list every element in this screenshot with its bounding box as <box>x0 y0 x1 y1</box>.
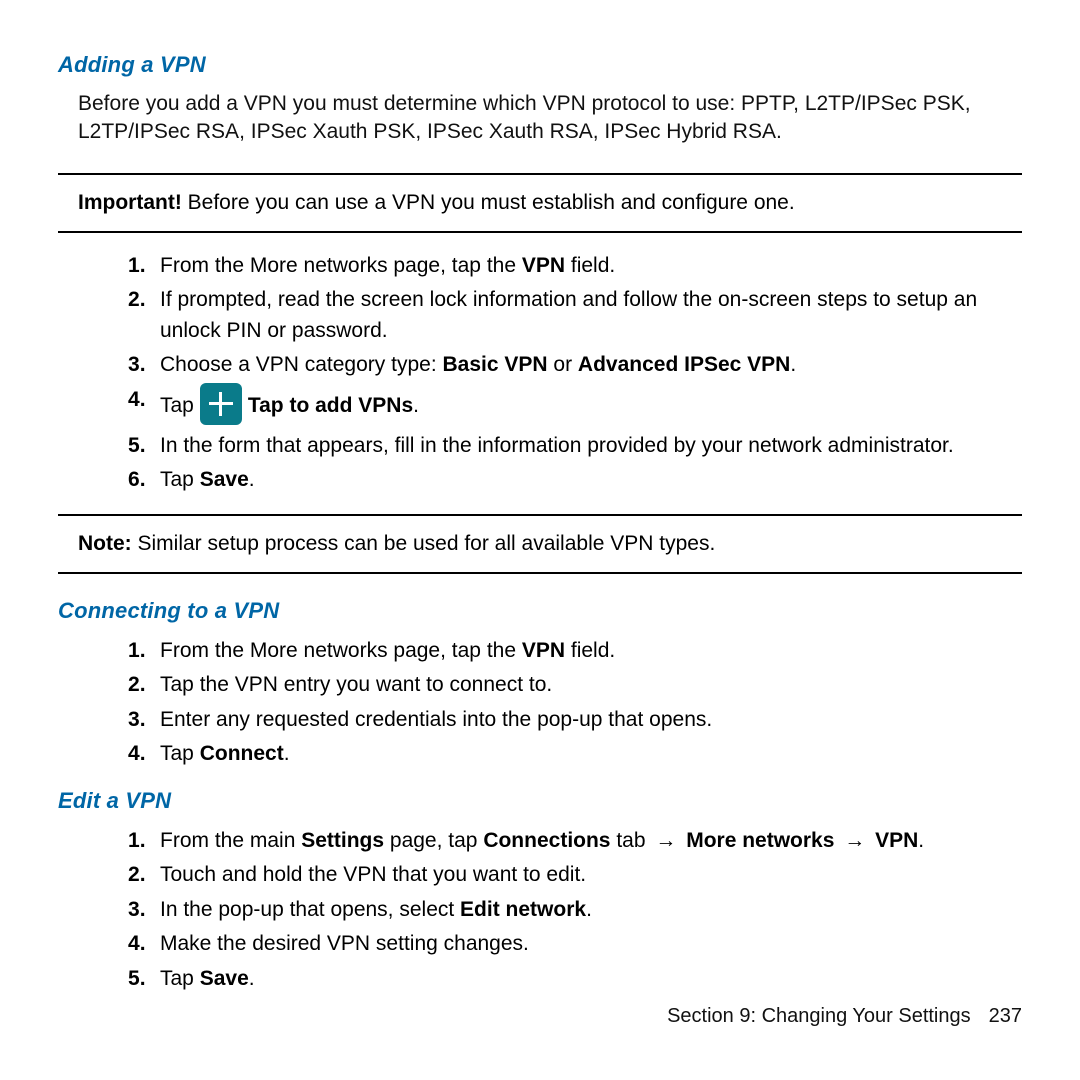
heading-connecting-vpn: Connecting to a VPN <box>58 598 1022 624</box>
text-fragment: VPN <box>522 639 565 662</box>
important-text: Before you can use a VPN you must establ… <box>182 191 795 214</box>
text-fragment: From the More networks page, tap the <box>160 639 522 662</box>
connecting-step-3: Enter any requested credentials into the… <box>128 705 1022 735</box>
page-footer: Section 9: Changing Your Settings 237 <box>667 1005 1022 1028</box>
note-label: Note: <box>78 532 132 555</box>
text-fragment: Connect <box>200 742 284 765</box>
arrow-icon: → <box>651 829 680 852</box>
text-fragment: Tap <box>160 967 200 990</box>
text-fragment: Tap <box>160 742 200 765</box>
plus-icon <box>200 383 242 425</box>
adding-steps-list: From the More networks page, tap the VPN… <box>58 251 1022 496</box>
edit-step-1: From the main Settings page, tap Connect… <box>128 826 1022 856</box>
footer-section: Section 9: Changing Your Settings <box>667 1005 971 1027</box>
text-fragment: From the main <box>160 829 301 852</box>
important-label: Important! <box>78 191 182 214</box>
text-fragment: From the More networks page, tap the <box>160 254 522 277</box>
text-fragment: page, tap <box>384 829 483 852</box>
text-fragment: Edit network <box>460 898 586 921</box>
text-fragment: Connections <box>483 829 610 852</box>
heading-adding-vpn: Adding a VPN <box>58 52 1022 78</box>
edit-steps-list: From the main Settings page, tap Connect… <box>58 826 1022 994</box>
adding-step-1: From the More networks page, tap the VPN… <box>128 251 1022 281</box>
edit-step-2: Touch and hold the VPN that you want to … <box>128 860 1022 890</box>
text-fragment: VPN <box>875 829 918 852</box>
text-fragment: . <box>249 967 255 990</box>
text-fragment: tab <box>610 829 651 852</box>
adding-step-3: Choose a VPN category type: Basic VPN or… <box>128 350 1022 380</box>
important-callout: Important! Before you can use a VPN you … <box>58 173 1022 233</box>
edit-step-3: In the pop-up that opens, select Edit ne… <box>128 895 1022 925</box>
text-fragment: Tap <box>160 391 194 421</box>
footer-page-number: 237 <box>989 1005 1022 1027</box>
text-fragment: . <box>249 468 255 491</box>
text-fragment: More networks <box>686 829 834 852</box>
text-fragment: . <box>284 742 290 765</box>
text-fragment: Basic VPN <box>443 353 548 376</box>
text-fragment: field. <box>565 639 615 662</box>
text-fragment: Advanced IPSec VPN <box>578 353 790 376</box>
adding-intro-text: Before you add a VPN you must determine … <box>78 90 1022 147</box>
text-fragment: In the pop-up that opens, select <box>160 898 460 921</box>
connecting-step-1: From the More networks page, tap the VPN… <box>128 636 1022 666</box>
text-fragment: Tap <box>160 468 200 491</box>
text-fragment: Choose a VPN category type: <box>160 353 443 376</box>
text-fragment: . <box>586 898 592 921</box>
edit-step-5: Tap Save. <box>128 964 1022 994</box>
adding-step-6: Tap Save. <box>128 465 1022 495</box>
heading-edit-vpn: Edit a VPN <box>58 788 1022 814</box>
text-fragment: Settings <box>301 829 384 852</box>
text-fragment: or <box>548 353 578 376</box>
text-fragment: . <box>918 829 924 852</box>
connecting-steps-list: From the More networks page, tap the VPN… <box>58 636 1022 770</box>
text-fragment: Save <box>200 967 249 990</box>
connecting-step-4: Tap Connect. <box>128 739 1022 769</box>
adding-step-4: Tap Tap to add VPNs. <box>128 385 1022 427</box>
text-fragment: Save <box>200 468 249 491</box>
tap-to-add-label: Tap to add VPNs <box>248 391 413 421</box>
adding-step-5: In the form that appears, fill in the in… <box>128 431 1022 461</box>
note-callout: Note: Similar setup process can be used … <box>58 514 1022 574</box>
adding-step-2: If prompted, read the screen lock inform… <box>128 285 1022 346</box>
text-fragment: field. <box>565 254 615 277</box>
manual-page: Adding a VPN Before you add a VPN you mu… <box>0 0 1080 1080</box>
connecting-step-2: Tap the VPN entry you want to connect to… <box>128 670 1022 700</box>
text-fragment: VPN <box>522 254 565 277</box>
arrow-icon: → <box>840 829 869 852</box>
text-fragment: . <box>790 353 796 376</box>
note-text: Similar setup process can be used for al… <box>132 532 716 555</box>
text-fragment: . <box>413 391 419 421</box>
edit-step-4: Make the desired VPN setting changes. <box>128 929 1022 959</box>
